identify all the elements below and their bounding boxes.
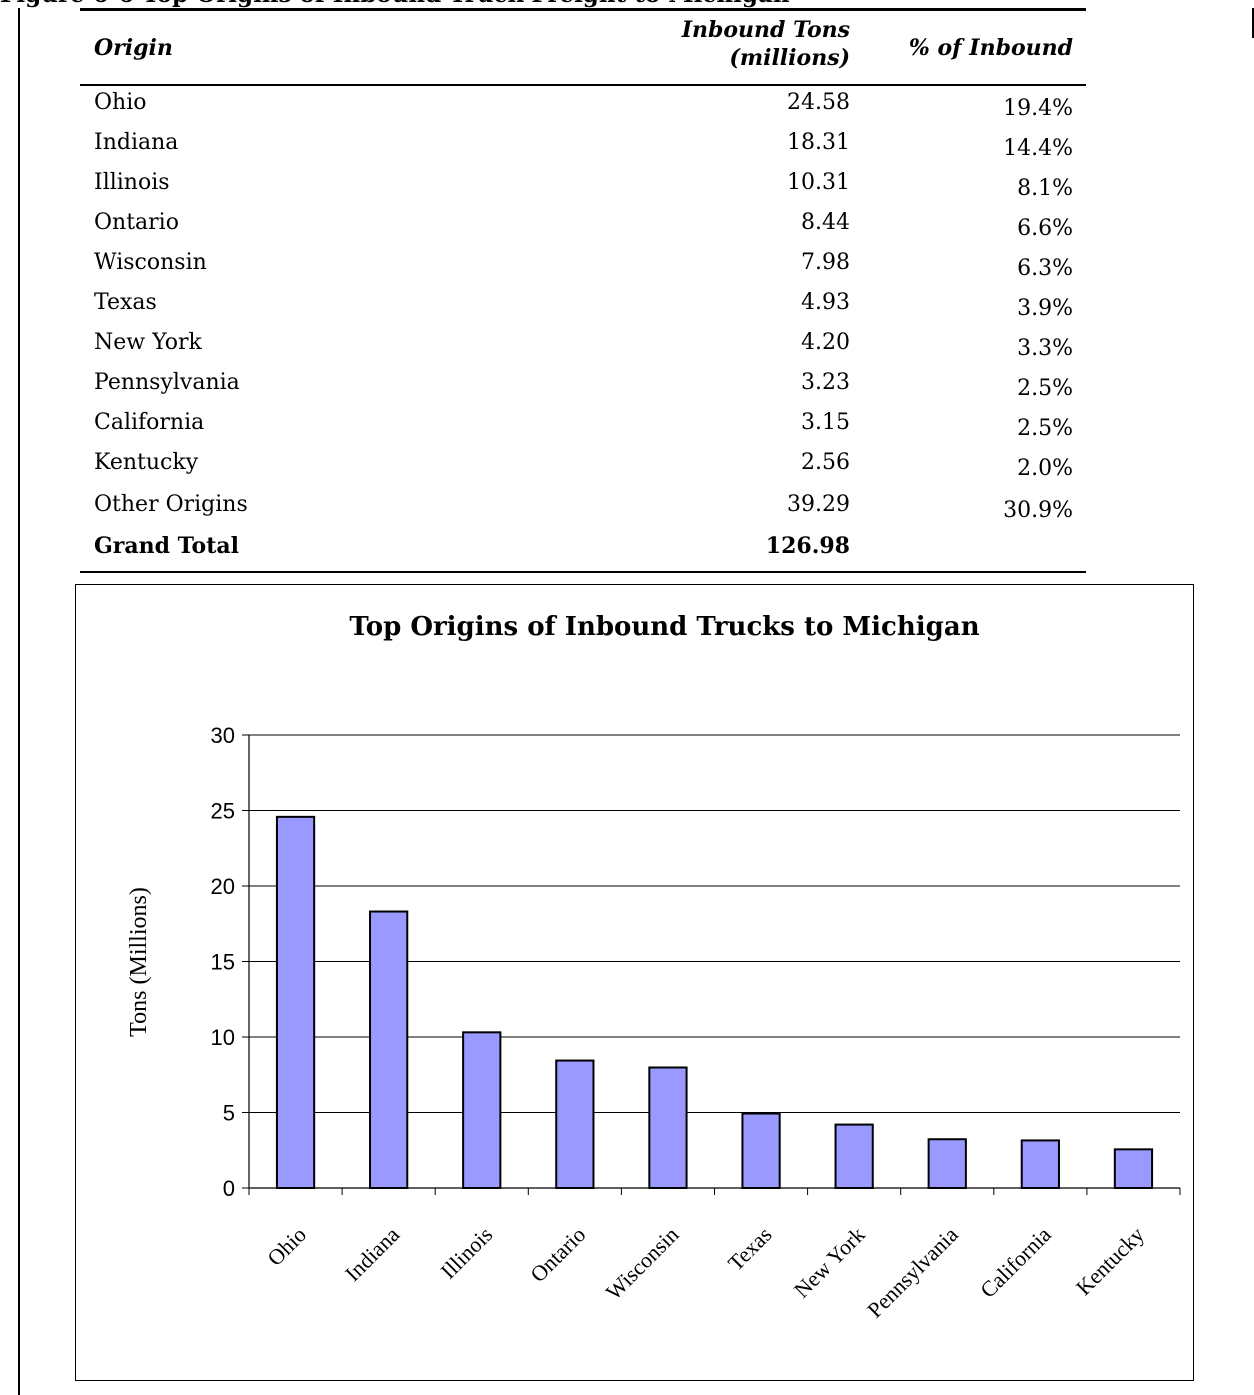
y-tick-label: 10 [211, 1025, 235, 1050]
y-tick-label: 25 [211, 799, 235, 824]
frame-left-border [18, 8, 20, 1395]
bar [648, 1066, 688, 1189]
y-tick-labels: 0 5 10 15 20 25 30 [211, 723, 235, 1201]
cell-pct: 30.9% [1003, 498, 1073, 523]
bar [275, 815, 316, 1189]
cell-pct: 3.9% [1017, 296, 1073, 321]
cell-origin: Illinois [94, 170, 170, 195]
table-row: New York 4.20 3.3% [0, 330, 1254, 370]
table-row: Texas 4.93 3.9% [0, 290, 1254, 330]
cell-pct: 8.1% [1017, 176, 1073, 201]
axes [242, 734, 1181, 1195]
table-row: Indiana 18.31 14.4% [0, 130, 1254, 170]
cell-pct: 2.5% [1017, 376, 1073, 401]
cell-pct: 6.3% [1017, 256, 1073, 281]
bar [927, 1138, 967, 1190]
table-header-rule [80, 84, 1086, 86]
cell-total-tons: 126.98 [765, 533, 850, 559]
x-tick-labels: Ohio Indiana Illinois Ontario Wisconsin Texas… [262, 1222, 1149, 1323]
x-tick-label: Texas [723, 1222, 777, 1276]
cell-pct: 2.5% [1017, 416, 1073, 441]
cell-tons: 10.31 [787, 170, 850, 195]
table-top-rule [80, 8, 1086, 11]
cell-tons: 3.15 [801, 410, 850, 435]
table-row: Wisconsin 7.98 6.3% [0, 250, 1254, 290]
cell-total-label: Grand Total [94, 533, 239, 559]
cell-pct: 6.6% [1017, 216, 1073, 241]
chart-frame [75, 584, 1194, 1381]
header-inbound-tons-line1: Inbound Tons [681, 17, 850, 43]
table-row: Pennsylvania 3.23 2.5% [0, 370, 1254, 410]
cell-origin: California [94, 410, 205, 435]
cell-pct: 3.3% [1017, 336, 1073, 361]
table-row: Ontario 8.44 6.6% [0, 210, 1254, 250]
table-total-row: Grand Total 126.98 [0, 533, 1254, 573]
cell-origin: Other Origins [94, 492, 248, 517]
header-inbound-tons: Inbound Tons (millions) [682, 16, 850, 72]
cell-tons: 7.98 [801, 250, 850, 275]
table-bottom-rule [80, 571, 1086, 573]
frame-right-border [1252, 8, 1254, 38]
header-percent-inbound: % of Inbound [908, 35, 1073, 61]
cell-origin: Kentucky [94, 450, 199, 475]
bar [1113, 1148, 1154, 1189]
chart-title: Top Origins of Inbound Trucks to Michiga… [349, 612, 980, 642]
cell-tons: 4.20 [801, 330, 850, 355]
cell-origin: Pennsylvania [94, 370, 240, 395]
cell-tons: 8.44 [801, 210, 850, 235]
y-tick-label: 30 [211, 723, 235, 748]
x-tick-label: Ontario [525, 1222, 590, 1287]
table-row: Ohio 24.58 19.4% [0, 90, 1254, 130]
cell-tons: 18.31 [787, 130, 850, 155]
cell-origin: New York [94, 330, 202, 355]
bar [369, 910, 409, 1189]
y-axis-label: Tons (Millions) [126, 887, 152, 1037]
x-tick-label: Kentucky [1071, 1222, 1149, 1300]
cell-pct: 19.4% [1003, 96, 1073, 121]
header-origin: Origin [94, 35, 173, 61]
x-tick-label: Illinois [436, 1222, 498, 1284]
bar [555, 1059, 595, 1190]
x-tick-label: Wisconsin [601, 1222, 684, 1305]
table-row: Illinois 10.31 8.1% [0, 170, 1254, 210]
cell-tons: 24.58 [787, 90, 850, 115]
header-inbound-tons-line2: (millions) [729, 45, 850, 71]
cell-origin: Ohio [94, 90, 147, 115]
bar [834, 1123, 874, 1189]
cell-origin: Texas [94, 290, 157, 315]
cell-origin: Wisconsin [94, 250, 207, 275]
cell-origin: Ontario [94, 210, 179, 235]
y-tick-label: 20 [211, 874, 235, 899]
bar [1020, 1139, 1060, 1190]
cell-pct: 2.0% [1017, 456, 1073, 481]
x-tick-label: Ohio [262, 1222, 311, 1271]
cell-tons: 3.23 [801, 370, 850, 395]
x-tick-label: Pennsylvania [862, 1222, 963, 1323]
table-row: Kentucky 2.56 2.0% [0, 450, 1254, 490]
cell-tons: 2.56 [801, 450, 850, 475]
table-row: Other Origins 39.29 30.9% [0, 492, 1254, 532]
cell-tons: 4.93 [801, 290, 850, 315]
cell-tons: 39.29 [787, 492, 850, 517]
y-tick-label: 15 [211, 950, 235, 975]
y-tick-label: 0 [223, 1176, 235, 1201]
table-row: California 3.15 2.5% [0, 410, 1254, 450]
x-tick-label: New York [789, 1222, 870, 1303]
bars [275, 815, 1154, 1190]
y-tick-label: 5 [223, 1101, 235, 1126]
bar [462, 1031, 502, 1189]
figure-caption-text: Figure 6-6 Top Origins of Inbound Truck … [0, 0, 790, 8]
cell-pct: 14.4% [1003, 136, 1073, 161]
cell-origin: Indiana [94, 130, 179, 155]
figure-caption: Figure 6-6 Top Origins of Inbound Truck … [0, 0, 1254, 10]
x-tick-label: Indiana [340, 1222, 404, 1286]
bar [741, 1112, 781, 1190]
x-tick-label: California [975, 1222, 1056, 1303]
